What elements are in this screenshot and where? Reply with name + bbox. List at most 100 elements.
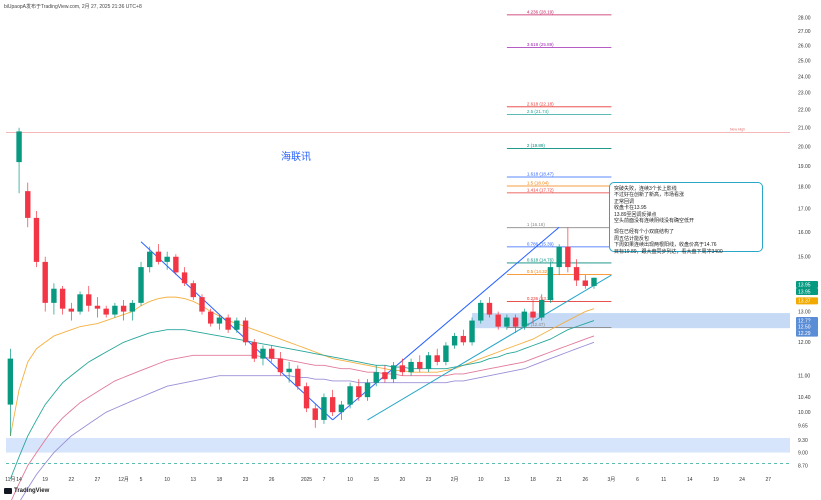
candle	[181, 267, 188, 286]
candle	[556, 244, 562, 276]
candle	[59, 285, 66, 315]
tradingview-icon	[4, 488, 12, 494]
y-tick-label: 24.00	[798, 74, 811, 80]
candle	[504, 314, 510, 330]
candle	[208, 308, 214, 327]
candle	[478, 299, 484, 324]
candle-body	[242, 320, 249, 343]
y-tick-label: 18.00	[798, 185, 811, 191]
candle	[155, 244, 162, 265]
candle-body	[295, 368, 301, 387]
candle-body	[399, 365, 406, 373]
y-tick-label: 10.40	[798, 395, 811, 401]
price-label-tag	[796, 281, 818, 289]
candle	[295, 365, 301, 390]
candle	[408, 358, 414, 376]
y-tick-label: 21.00	[798, 126, 811, 132]
price-label-text: 12.7?	[798, 318, 811, 324]
x-tick-label: 7	[323, 477, 326, 483]
x-tick-label: 27	[765, 477, 771, 483]
x-tick-label: 11月	[5, 477, 15, 483]
candle	[521, 308, 528, 330]
x-tick-label: 13	[191, 477, 197, 483]
candle-body	[573, 267, 580, 281]
x-tick-label: 15	[373, 477, 379, 483]
candle	[390, 361, 397, 383]
candle	[268, 345, 275, 362]
price-zone-1	[6, 437, 790, 453]
candle	[399, 358, 406, 376]
x-tick-label: 2月	[451, 477, 459, 483]
candle-body	[251, 342, 257, 359]
candle	[277, 351, 284, 376]
candle-body	[338, 404, 345, 413]
price-label-tag	[796, 287, 818, 295]
annotation-line: 周五估计能反包	[614, 235, 650, 242]
candle-body	[469, 320, 475, 343]
candle-body	[565, 246, 571, 268]
x-tick-label: 21	[556, 477, 562, 483]
candle-body	[129, 302, 136, 312]
price-zone-0	[472, 313, 790, 329]
y-tick-label: 26.00	[798, 44, 811, 50]
candle-body	[138, 267, 144, 303]
candle	[147, 246, 153, 273]
x-tick-label: 2025	[301, 477, 312, 483]
candle-body	[59, 288, 66, 309]
trendline-1	[332, 226, 560, 421]
annotation-note[interactable]: 突破失败，连续3个长上影线 不过好在创新了新高，市场看涨 正常回调 收盘卡在13.95…	[609, 182, 763, 255]
chart-header: biUpaopA发布于TradingView.com, 2月 27, 2025 …	[4, 4, 142, 10]
candle-body	[234, 320, 240, 330]
y-tick-label: 15.00	[798, 255, 811, 261]
fib-label-6: 1.5 (18.04)	[527, 180, 549, 185]
y-tick-label: 11.00	[798, 373, 810, 379]
candle	[225, 314, 231, 333]
candle	[216, 314, 223, 330]
x-tick-label: 18	[530, 477, 536, 483]
annotation-line: 收盘卡在13.95	[614, 205, 647, 212]
timestamp-text: 2月 27, 2025 21:36 UTC+8	[81, 4, 142, 10]
price-label-text: 12.50	[798, 324, 811, 330]
candle	[303, 382, 310, 413]
candle	[138, 261, 144, 306]
fibonacci-layer: 4.236 (28.19) 3.618 (25.89) 2.618 (22.18) 2…	[506, 9, 612, 328]
candle	[234, 317, 240, 333]
y-tick-label: 17.00	[798, 207, 811, 213]
y-tick-label: 23.00	[798, 91, 811, 97]
candle-body	[547, 267, 554, 300]
candle-body	[408, 361, 414, 373]
price-label-tag	[796, 323, 818, 331]
y-tick-label: 9.65	[798, 424, 808, 430]
price-label-text: 13.95	[798, 289, 811, 295]
moving-average-3	[20, 341, 595, 500]
candle	[329, 389, 336, 417]
candle-body	[312, 408, 318, 420]
x-tick-label: 19	[42, 477, 48, 483]
zones-layer	[6, 313, 790, 453]
candle-body	[512, 317, 519, 327]
x-tick-label: 14	[687, 477, 693, 483]
candle-body	[286, 368, 292, 373]
candle	[312, 404, 318, 428]
candle	[112, 302, 118, 318]
candle-body	[147, 251, 153, 268]
candle-body	[155, 251, 162, 262]
price-label-tag	[796, 317, 818, 325]
candle	[103, 305, 109, 318]
candle-body	[321, 397, 327, 420]
annotation-line: 突破失败，连续3个长上影线	[614, 186, 677, 192]
candle-body	[33, 217, 40, 262]
fib-label-10: 0.618 (14.76)	[527, 257, 554, 262]
candle-body	[112, 305, 118, 315]
candle-body	[103, 308, 109, 315]
fib-label-5: 1.618 (18.47)	[527, 171, 554, 176]
candle-body	[390, 365, 397, 380]
x-tick-label: 27	[95, 477, 101, 483]
price-label-text: 13.95	[798, 282, 811, 288]
y-tick-label: 20.00	[798, 144, 811, 150]
candle-body	[68, 308, 75, 312]
candle-body	[94, 305, 101, 309]
moving-average-2	[11, 335, 595, 500]
x-tick-label: 22	[69, 477, 75, 483]
